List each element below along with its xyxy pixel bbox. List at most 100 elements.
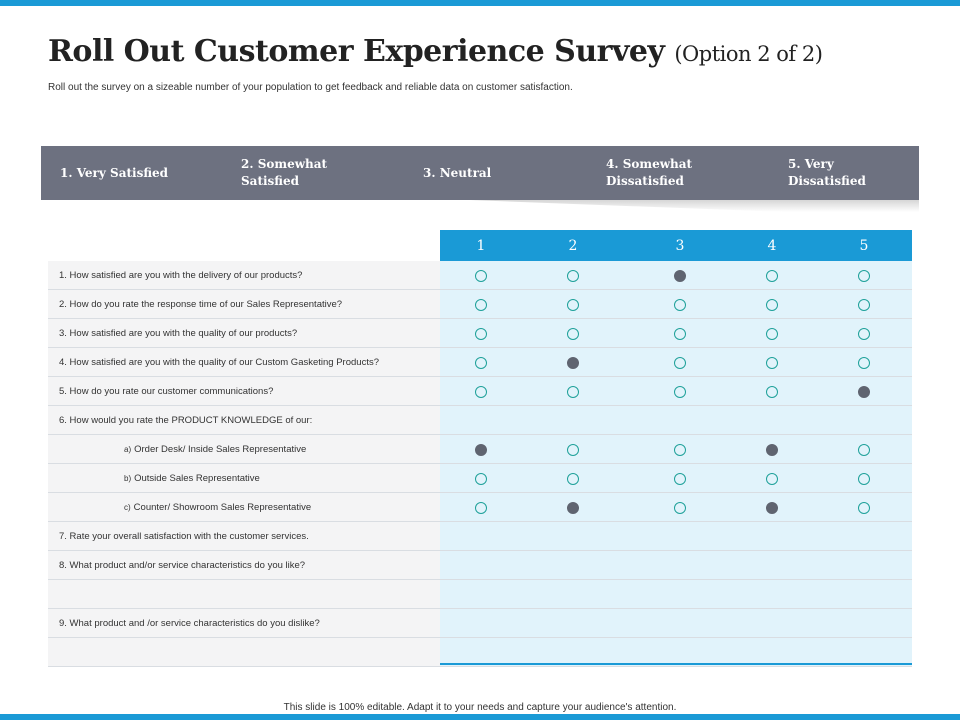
slide-footer: This slide is 100% editable. Adapt it to… [283,702,677,713]
selected-radio-icon[interactable] [475,444,487,456]
radio-option-icon[interactable] [674,502,686,514]
radio-option-icon[interactable] [674,473,686,485]
survey-row [48,580,912,609]
question-cell: 4. How satisfied are you with the qualit… [48,348,440,376]
radio-option-icon[interactable] [567,386,579,398]
selected-radio-icon[interactable] [858,386,870,398]
sub-question-prefix: a) [124,444,132,454]
radio-option-icon[interactable] [674,328,686,340]
survey-row: 2. How do you rate the response time of … [48,290,912,319]
scale-bar-shadow [470,200,919,212]
answer-cell [440,290,912,318]
radio-option-icon[interactable] [567,473,579,485]
selected-radio-icon[interactable] [567,502,579,514]
bottom-accent-bar [0,714,960,720]
question-text: Outside Sales Representative [134,472,260,484]
question-text: 1. How satisfied are you with the delive… [59,269,303,281]
radio-option-icon[interactable] [674,357,686,369]
radio-option-icon[interactable] [475,299,487,311]
question-cell: c) Counter/ Showroom Sales Representative [48,493,440,521]
scale-item-very-dissatisfied: 5. Very Dissatisfied [788,157,866,188]
grid-bottom-line [440,663,912,665]
slide-title: Roll Out Customer Experience Survey (Opt… [48,34,823,69]
question-text: 7. Rate your overall satisfaction with t… [59,530,309,542]
selected-radio-icon[interactable] [567,357,579,369]
question-cell: 8. What product and/or service character… [48,551,440,579]
radio-option-icon[interactable] [766,473,778,485]
question-text: 4. How satisfied are you with the qualit… [59,356,379,368]
survey-row: 6. How would you rate the PRODUCT KNOWLE… [48,406,912,435]
answer-cell [440,551,912,579]
rating-col-1: 1 [476,237,486,254]
survey-row: 3. How satisfied are you with the qualit… [48,319,912,348]
answer-cell [440,319,912,347]
sub-question-prefix: c) [124,502,131,512]
radio-option-icon[interactable] [858,473,870,485]
radio-option-icon[interactable] [858,328,870,340]
answer-cell [440,348,912,376]
radio-option-icon[interactable] [858,357,870,369]
radio-option-icon[interactable] [567,444,579,456]
radio-option-icon[interactable] [766,270,778,282]
radio-option-icon[interactable] [766,357,778,369]
question-text: 8. What product and/or service character… [59,559,306,571]
top-accent-bar [0,0,960,6]
survey-row: 9. What product and /or service characte… [48,609,912,638]
radio-option-icon[interactable] [858,444,870,456]
title-main: Roll Out Customer Experience Survey [48,34,665,69]
question-text: 3. How satisfied are you with the qualit… [59,327,298,339]
title-option: (Option 2 of 2) [674,42,823,66]
radio-option-icon[interactable] [858,299,870,311]
selected-radio-icon[interactable] [766,502,778,514]
radio-option-icon[interactable] [475,502,487,514]
answer-cell [440,406,912,434]
rating-col-5: 5 [859,237,869,254]
radio-option-icon[interactable] [674,386,686,398]
survey-row [48,638,912,667]
radio-option-icon[interactable] [567,299,579,311]
question-text: Order Desk/ Inside Sales Representative [134,443,307,455]
radio-option-icon[interactable] [766,299,778,311]
question-cell: 9. What product and /or service characte… [48,609,440,637]
radio-option-icon[interactable] [858,270,870,282]
answer-cell [440,580,912,608]
answer-cell [440,435,912,463]
answer-cell [440,464,912,492]
question-text: 5. How do you rate our customer communic… [59,385,274,397]
slide-description: Roll out the survey on a sizeable number… [48,82,573,93]
radio-option-icon[interactable] [674,299,686,311]
question-cell: 1. How satisfied are you with the delive… [48,261,440,289]
radio-option-icon[interactable] [766,386,778,398]
question-cell [48,638,440,666]
answer-cell [440,493,912,521]
question-text: Counter/ Showroom Sales Representative [133,501,312,513]
survey-row: 1. How satisfied are you with the delive… [48,261,912,290]
radio-option-icon[interactable] [475,328,487,340]
question-cell: 6. How would you rate the PRODUCT KNOWLE… [48,406,440,434]
scale-item-somewhat-dissatisfied: 4. Somewhat Dissatisfied [606,157,693,188]
question-text: 6. How would you rate the PRODUCT KNOWLE… [59,414,313,426]
rating-col-4: 4 [767,237,777,254]
radio-option-icon[interactable] [766,328,778,340]
radio-option-icon[interactable] [567,270,579,282]
answer-cell [440,377,912,405]
radio-option-icon[interactable] [674,444,686,456]
question-cell: 3. How satisfied are you with the qualit… [48,319,440,347]
survey-row: 5. How do you rate our customer communic… [48,377,912,406]
question-cell: 2. How do you rate the response time of … [48,290,440,318]
radio-option-icon[interactable] [475,357,487,369]
rating-col-3: 3 [675,237,685,254]
radio-option-icon[interactable] [475,473,487,485]
radio-option-icon[interactable] [475,270,487,282]
radio-option-icon[interactable] [567,328,579,340]
radio-option-icon[interactable] [475,386,487,398]
sub-question-prefix: b) [124,473,132,483]
radio-option-icon[interactable] [858,502,870,514]
survey-row: 8. What product and/or service character… [48,551,912,580]
answer-cell [440,638,912,666]
selected-radio-icon[interactable] [766,444,778,456]
survey-row: b) Outside Sales Representative [48,464,912,493]
question-cell: b) Outside Sales Representative [48,464,440,492]
selected-radio-icon[interactable] [674,270,686,282]
answer-cell [440,609,912,637]
